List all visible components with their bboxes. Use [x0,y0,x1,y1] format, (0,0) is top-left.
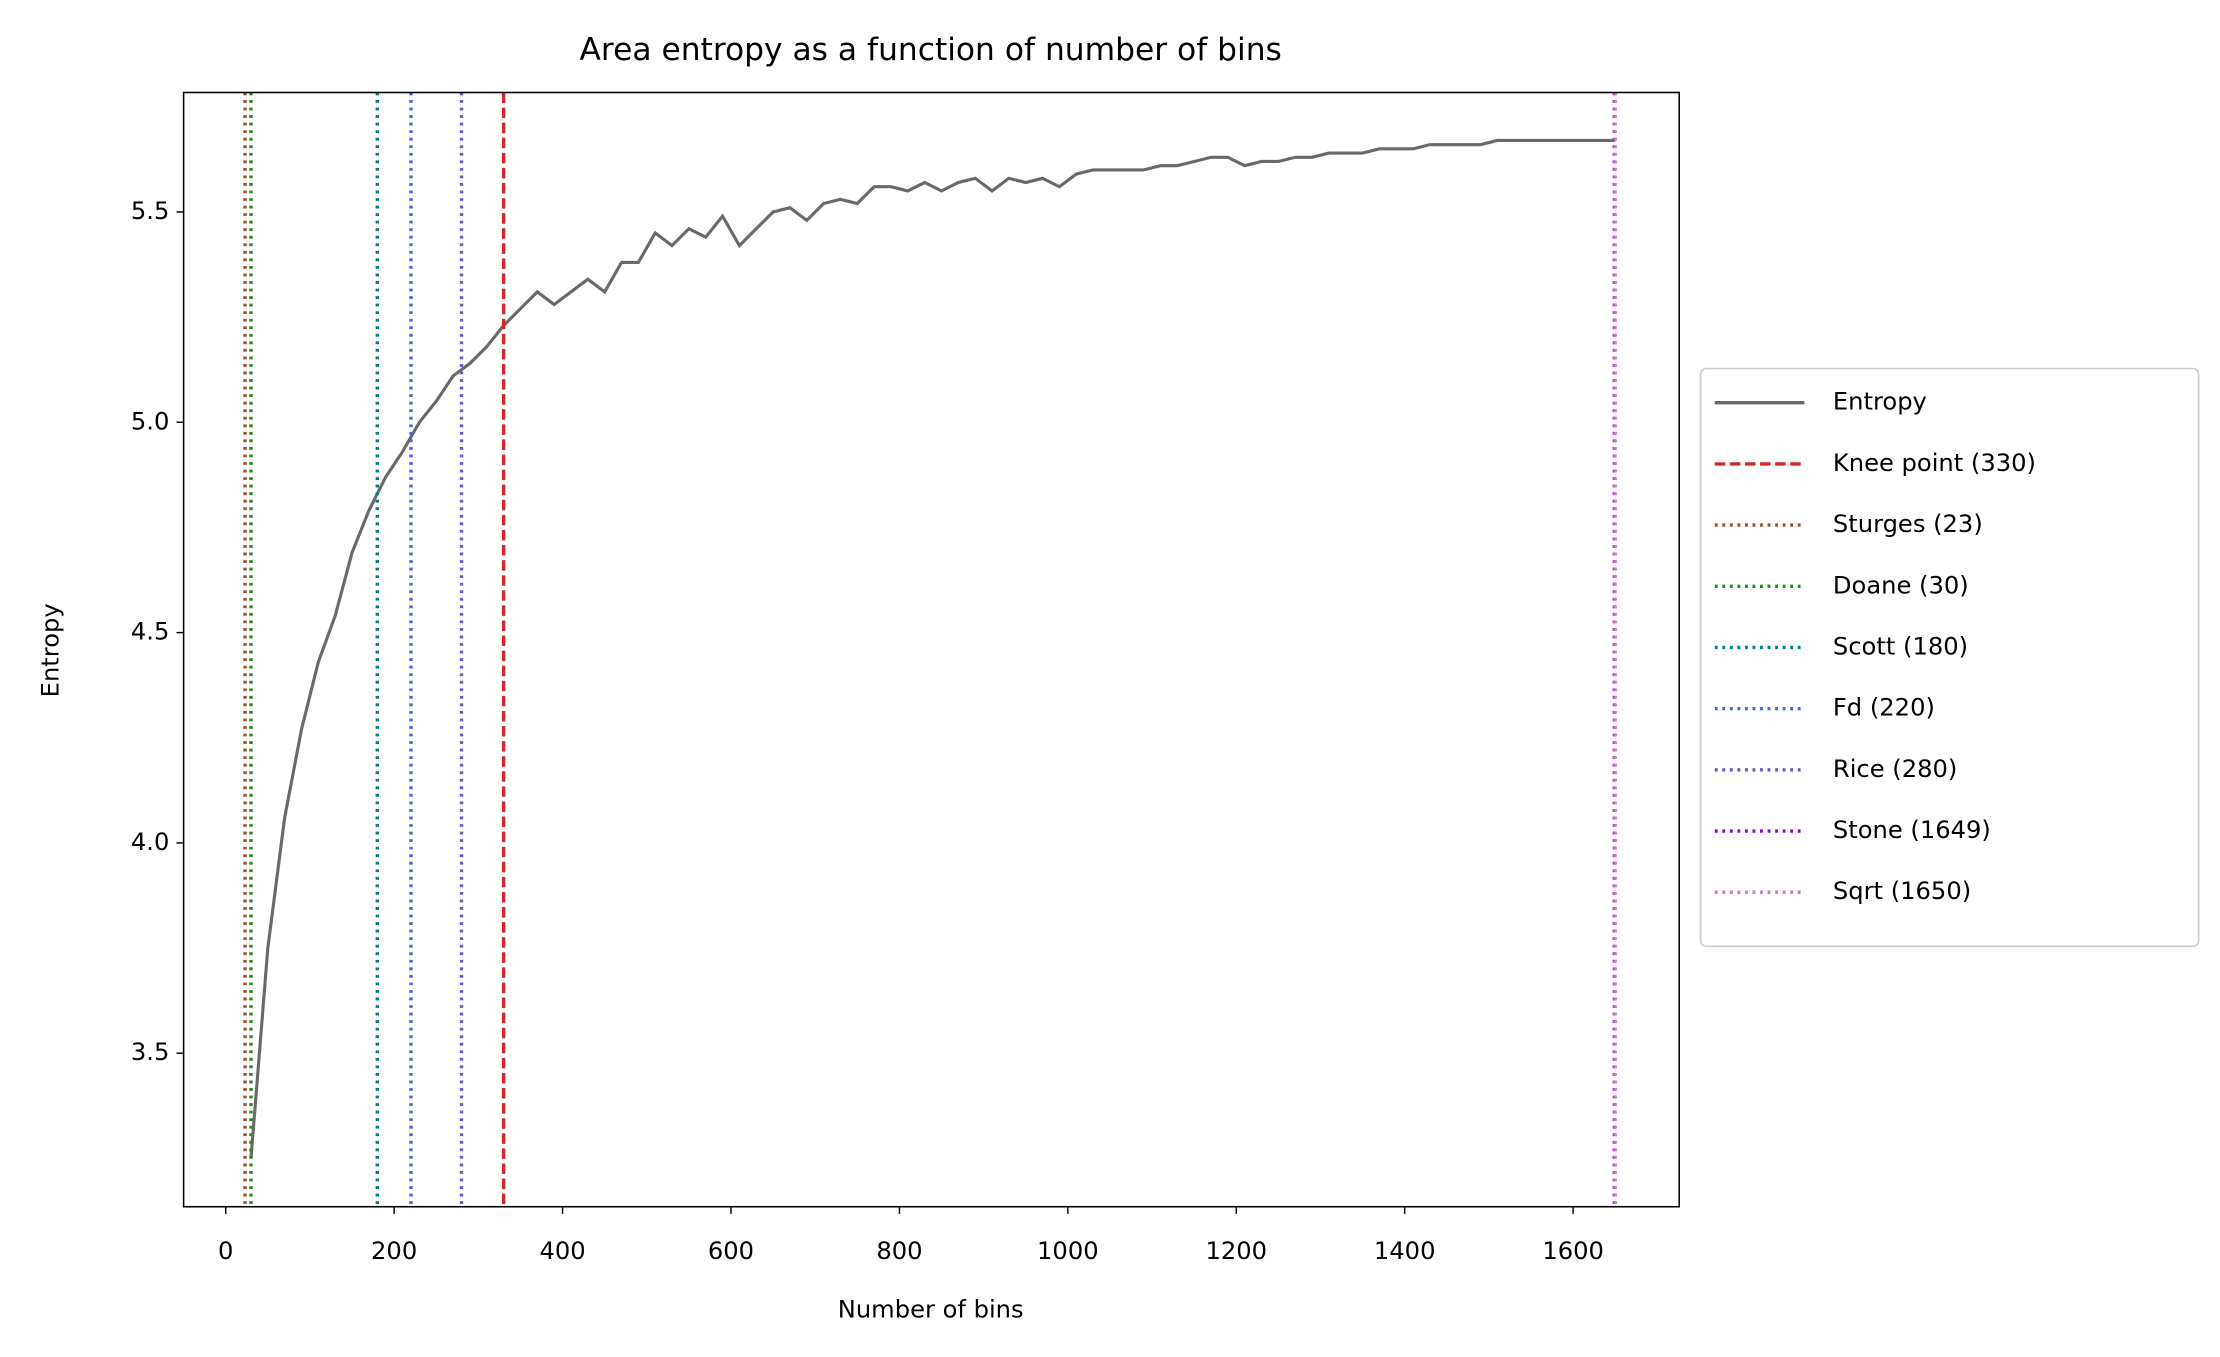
legend-label: Sturges (23) [1833,510,1983,538]
legend-box [1699,367,2200,948]
x-tick-label: 1000 [1037,1237,1099,1265]
x-tick-label: 400 [539,1237,585,1265]
legend-label: Sqrt (1650) [1833,877,1971,905]
y-tick-label: 4.5 [131,618,169,646]
x-tick-label: 0 [218,1237,233,1265]
legend-label: Knee point (330) [1833,449,2036,477]
chart-title: Area entropy as a function of number of … [580,32,1282,68]
x-tick-label: 1600 [1542,1237,1604,1265]
legend-label: Stone (1649) [1833,816,1991,844]
y-tick-label: 5.5 [131,197,169,225]
x-tick-label: 200 [371,1237,417,1265]
legend-label: Doane (30) [1833,571,1969,599]
y-tick-label: 3.5 [131,1038,169,1066]
x-tick-label: 1400 [1374,1237,1436,1265]
legend-label: Rice (280) [1833,755,1957,783]
y-axis-label: Entropy [36,603,64,697]
x-tick-label: 800 [876,1237,922,1265]
y-tick-label: 4.0 [131,828,169,856]
legend-label: Entropy [1833,388,1927,416]
x-axis-label: Number of bins [838,1296,1024,1324]
plot-frame [182,91,1680,1208]
legend-label: Scott (180) [1833,632,1968,660]
x-tick-label: 1200 [1205,1237,1267,1265]
legend-label: Fd (220) [1833,694,1935,722]
entropy-line [249,138,1616,1159]
x-tick-label: 600 [708,1237,754,1265]
y-tick-label: 5.0 [131,407,169,435]
